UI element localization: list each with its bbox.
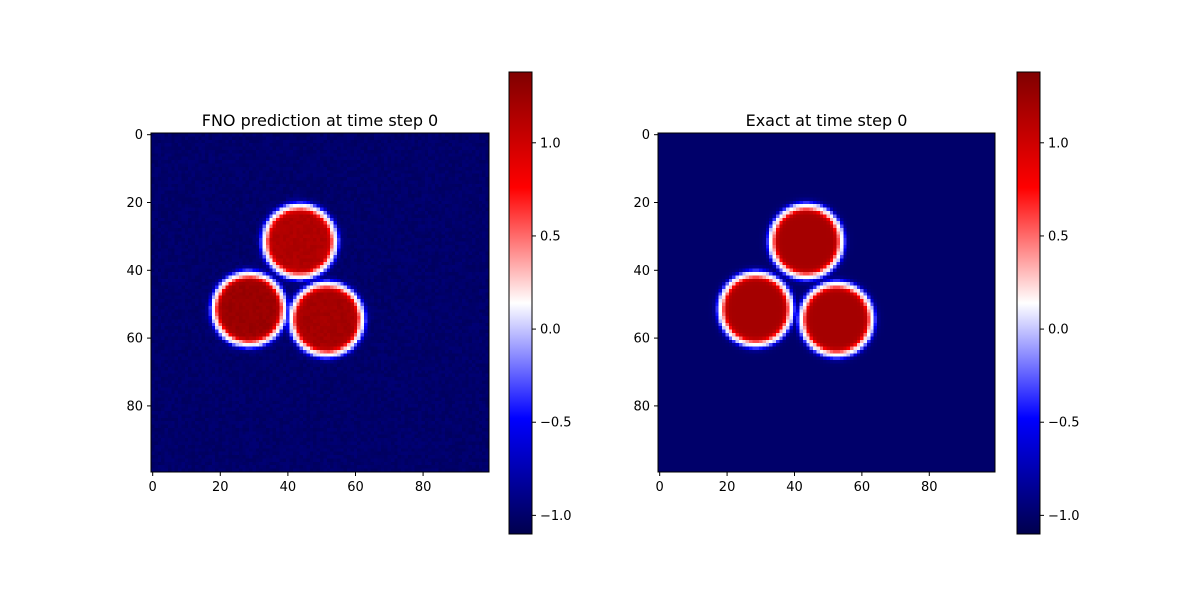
x-tick-label: 60 [347,480,364,495]
colorbar-tick-label: −0.5 [1048,416,1080,431]
heatmap-image [151,133,489,472]
x-tick-label: 20 [719,480,736,495]
colorbar-tick-label: −1.0 [540,509,572,524]
x-tick-label: 60 [854,480,871,495]
chart-title: Exact at time step 0 [746,111,908,130]
y-tick-label: 40 [633,264,650,279]
colorbar-tick-label: 0.5 [1048,229,1069,244]
x-tick-label: 80 [415,480,432,495]
colorbar-tick-label: 1.0 [1048,136,1069,151]
x-tick-label: 40 [280,480,297,495]
colorbar [508,71,533,535]
y-tick-label: 40 [126,264,143,279]
colorbar-tick-label: 1.0 [540,136,561,151]
y-tick-label: 60 [633,332,650,347]
heatmap-panel-fno-prediction: 0 20 40 60 80 0 20 40 60 80 FNO prediction at time… [126,71,572,535]
axes-frame [657,132,996,473]
y-tick-label: 60 [126,332,143,347]
colorbar [1016,71,1041,535]
y-tick-label: 20 [633,196,650,211]
x-tick-label: 0 [149,480,157,495]
colorbar-tick-label: −0.5 [540,416,572,431]
axes-frame [150,132,490,473]
heatmap-image [658,133,995,472]
y-tick-label: 0 [642,128,650,143]
colorbar-tick-label: 0.0 [1048,323,1069,338]
y-tick-label: 80 [633,399,650,414]
x-tick-label: 20 [212,480,229,495]
chart-title: FNO prediction at time step 0 [202,111,438,130]
colorbar-tick-label: 0.5 [540,229,561,244]
x-tick-label: 40 [786,480,803,495]
y-tick-label: 20 [126,196,143,211]
y-tick-label: 0 [135,128,143,143]
colorbar-tick-label: 0.0 [540,323,561,338]
heatmap-panel-exact: 0 20 40 60 80 0 20 40 60 80 Exact at time step 0 −1… [633,71,1080,535]
y-tick-label: 80 [126,399,143,414]
colorbar-tick-label: −1.0 [1048,509,1080,524]
x-tick-label: 80 [921,480,938,495]
x-tick-label: 0 [656,480,664,495]
